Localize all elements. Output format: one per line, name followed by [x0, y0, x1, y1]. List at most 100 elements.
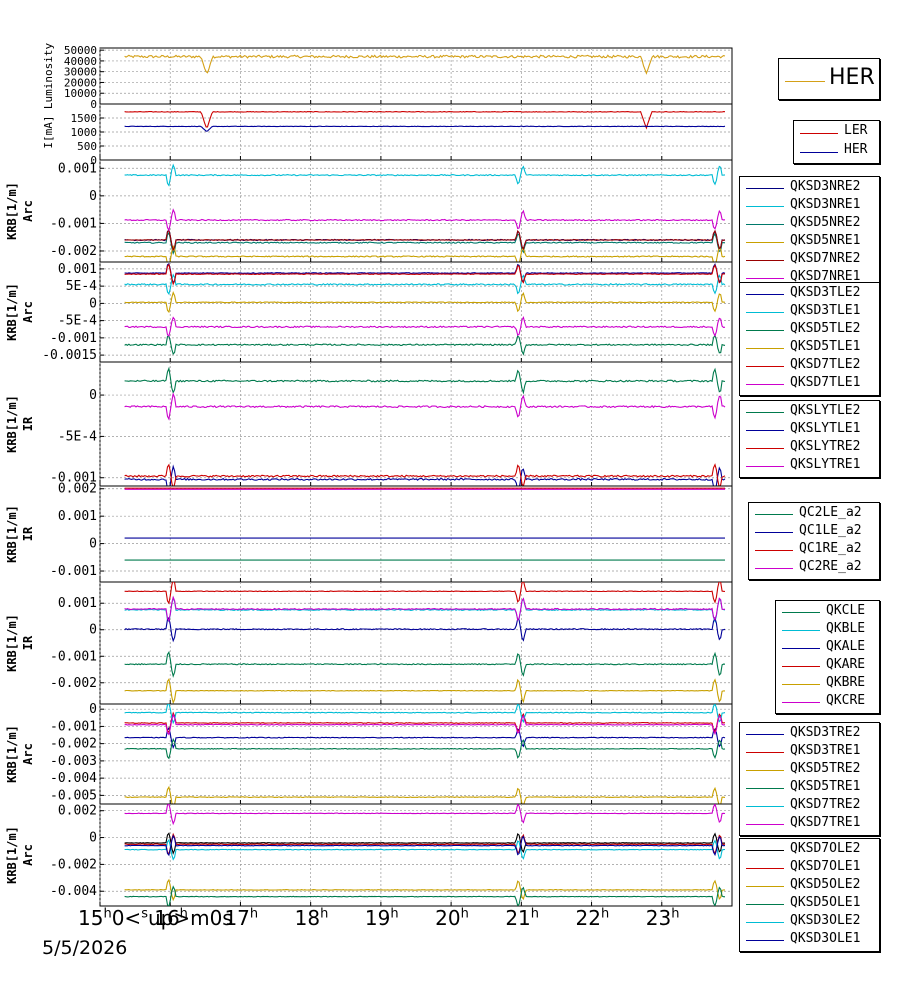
legend-entry: LER [794, 123, 879, 142]
series-line-QKSD3TLE2 [124, 262, 726, 285]
legend-swatch [746, 224, 784, 225]
legend-entry: QKSD7NRE2 [740, 251, 879, 269]
x-tick-label: 23h [645, 906, 680, 930]
panel-frame [99, 485, 733, 583]
legend-swatch [746, 922, 784, 923]
legend-swatch [746, 260, 784, 261]
series-line-QKSD7OLE2 [124, 832, 725, 855]
series-line-QKALE [124, 616, 726, 643]
y-tick-label: 0.002 [58, 482, 97, 497]
y-tick-label: -0.001 [50, 564, 97, 579]
series-line-HER [124, 54, 726, 75]
panel-9: 0.002 0 -0.002 -0.004 KRB[1/m] Arc [5, 803, 733, 907]
legend-label: QKSD5NRE1 [790, 233, 861, 248]
legend-label: QKSD3TLE1 [790, 303, 861, 318]
legend-swatch [755, 532, 793, 533]
legend-entry: QKSD5OLE1 [740, 895, 879, 913]
series-line-QKARE [124, 582, 726, 605]
x-tick-label: 17h [224, 906, 259, 930]
series-line-QKCRE [124, 595, 726, 623]
series-line-QKSD3OLE2 [124, 838, 726, 861]
legend-label: QC2LE_a2 [799, 505, 862, 520]
panel-frame [99, 581, 733, 705]
legend-entry: QKSD7NRE1 [740, 269, 879, 287]
y-axis-sublabel: Arc [21, 301, 35, 323]
legend-label: QKSD3OLE2 [790, 913, 861, 928]
legend-label: QKCRE [826, 693, 866, 708]
legend-panel-8: QKSD3TRE2 QKSD3TRE1 QKSD5TRE2 QKSD5TRE1 QKSD… [739, 722, 880, 836]
legend-entry: QKSD3NRE1 [740, 197, 879, 215]
legend-swatch [785, 81, 825, 82]
y-tick-label: 0 [89, 702, 97, 717]
legend-entry: HER [794, 142, 879, 161]
legend-panel-3: QKSD3NRE2 QKSD3NRE1 QKSD5NRE2 QKSD5NRE1 QKSD… [739, 176, 880, 290]
y-tick-label: 0 [90, 98, 97, 111]
legend-label: QKSD7NRE2 [790, 251, 861, 266]
legend-entry: QKSD5OLE2 [740, 877, 879, 895]
x-tick-label: 21h [505, 906, 540, 930]
y-axis-label: Luminosity [42, 43, 55, 110]
legend-label: QKSD5OLE2 [790, 877, 861, 892]
legend-label: QKSD7OLE2 [790, 841, 861, 856]
panel-6: 0.002 0.001 0 -0.001 KRB[1/m] IR [5, 482, 733, 583]
y-tick-label: 40000 [64, 55, 97, 68]
legend-entry: QKSD5TRE2 [740, 761, 879, 779]
legend-label: QKSD7TRE2 [790, 797, 861, 812]
y-tick-label: 10000 [64, 87, 97, 100]
y-axis-label: KRB[1/m] [5, 505, 19, 563]
x-tick-label: 22h [575, 906, 610, 930]
legend-entry: QKSD5TLE2 [740, 321, 879, 339]
legend-swatch [746, 384, 784, 385]
legend-panel-1: HER [778, 58, 880, 100]
legend-entry: QKSD5TRE1 [740, 779, 879, 797]
series-line-QKSD3TLE1 [124, 273, 726, 296]
legend-label: QKSLYTRE1 [790, 457, 861, 472]
legend-swatch [755, 568, 793, 569]
legend-label: QKSD5TLE1 [790, 339, 861, 354]
y-tick-label: -0.002 [50, 857, 97, 872]
panel-7: 0.001 0 -0.001 -0.002 KRB[1/m] IR [5, 581, 733, 705]
legend-entry: QKSD3TLE1 [740, 303, 879, 321]
series-line-QKSD7NRE1 [124, 208, 726, 232]
panel-8: 0 -0.001 -0.002 -0.003 -0.004 -0.005 KRB[1/m] A… [5, 702, 733, 805]
y-tick-label: 0.001 [58, 509, 97, 524]
y-axis-label: KRB[1/m] [5, 614, 19, 672]
x-tick-label: 20h [435, 906, 469, 930]
legend-swatch [746, 940, 784, 941]
y-tick-label: -0.001 [50, 216, 97, 231]
y-tick-label: -0.003 [50, 754, 97, 769]
series-line-QKSD7TRE1 [124, 713, 726, 736]
series-line-QKSD7TLE2 [124, 263, 726, 286]
legend-entry: QKARE [776, 657, 879, 675]
y-tick-label: 1500 [71, 112, 98, 125]
legend-panel-6: QC2LE_a2 QC1LE_a2 QC1RE_a2 QC2RE_a2 [748, 502, 880, 580]
legend-label: QKSD7OLE1 [790, 859, 861, 874]
series-line-QKSD5NRE1 [124, 244, 726, 262]
y-axis-label: KRB[1/m] [5, 826, 19, 884]
series-line-HER [124, 125, 726, 132]
legend-swatch [746, 278, 784, 279]
panel-3: 0.001 0 -0.001 -0.002 KRB[1/m] Arc [5, 159, 733, 263]
series-line-QKSD5TRE2 [124, 785, 726, 804]
legend-entry: QKSD7TLE1 [740, 375, 879, 393]
legend-entry: QKSD3OLE1 [740, 931, 879, 949]
legend-swatch [782, 612, 820, 613]
legend-label: QKSD3NRE2 [790, 179, 861, 194]
y-tick-label: -5E-4 [58, 314, 97, 329]
legend-label: QKSD5OLE1 [790, 895, 861, 910]
panel-frame [99, 159, 733, 263]
y-tick-label: -0.004 [50, 884, 97, 899]
legend-entry: QKSD7TRE2 [740, 797, 879, 815]
legend-entry: QKCRE [776, 693, 879, 711]
series-line-QKSLYTRE2 [124, 463, 726, 486]
legend-swatch [755, 550, 793, 551]
legend-swatch [782, 684, 820, 685]
panel-frame [99, 261, 733, 363]
y-axis-label: KRB[1/m] [5, 283, 19, 341]
legend-swatch [746, 770, 784, 771]
panel-5: 0 -5E-4 -0.001 KRB[1/m] IR [5, 361, 733, 487]
legend-entry: QKSLYTRE1 [740, 457, 879, 475]
legend-entry: QC1RE_a2 [749, 541, 879, 559]
y-tick-label: 0 [89, 537, 97, 552]
legend-label: QKSD3NRE1 [790, 197, 861, 212]
